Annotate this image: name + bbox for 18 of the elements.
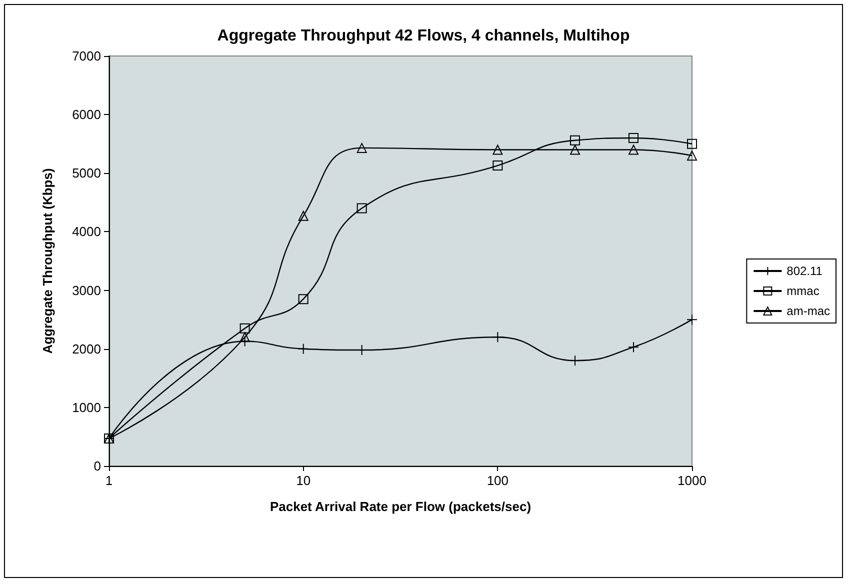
chart-title: Aggregate Throughput 42 Flows, 4 channels, Multihop bbox=[217, 28, 630, 44]
x-tick-label: 100 bbox=[486, 473, 509, 488]
y-tick-label: 6000 bbox=[72, 107, 101, 122]
legend-label: 802.11 bbox=[786, 264, 823, 278]
y-tick-label: 0 bbox=[94, 458, 101, 474]
y-tick-label: 3000 bbox=[72, 282, 101, 298]
legend-label: am-mac bbox=[786, 304, 830, 318]
y-tick-label: 1000 bbox=[72, 400, 101, 415]
x-tick-label: 1000 bbox=[678, 473, 706, 488]
y-tick-label: 2000 bbox=[72, 341, 101, 356]
legend-label: mmac bbox=[786, 284, 820, 298]
y-tick-label: 7000 bbox=[72, 48, 101, 64]
y-axis-title: Aggregate Throughput (Kbps) bbox=[40, 168, 55, 354]
y-tick-label: 4000 bbox=[72, 224, 101, 240]
x-axis-title: Packet Arrival Rate per Flow (packets/sec) bbox=[270, 499, 532, 514]
y-tick-label: 5000 bbox=[72, 166, 101, 181]
x-tick-label: 10 bbox=[296, 473, 311, 488]
x-tick-label: 1 bbox=[105, 473, 113, 488]
